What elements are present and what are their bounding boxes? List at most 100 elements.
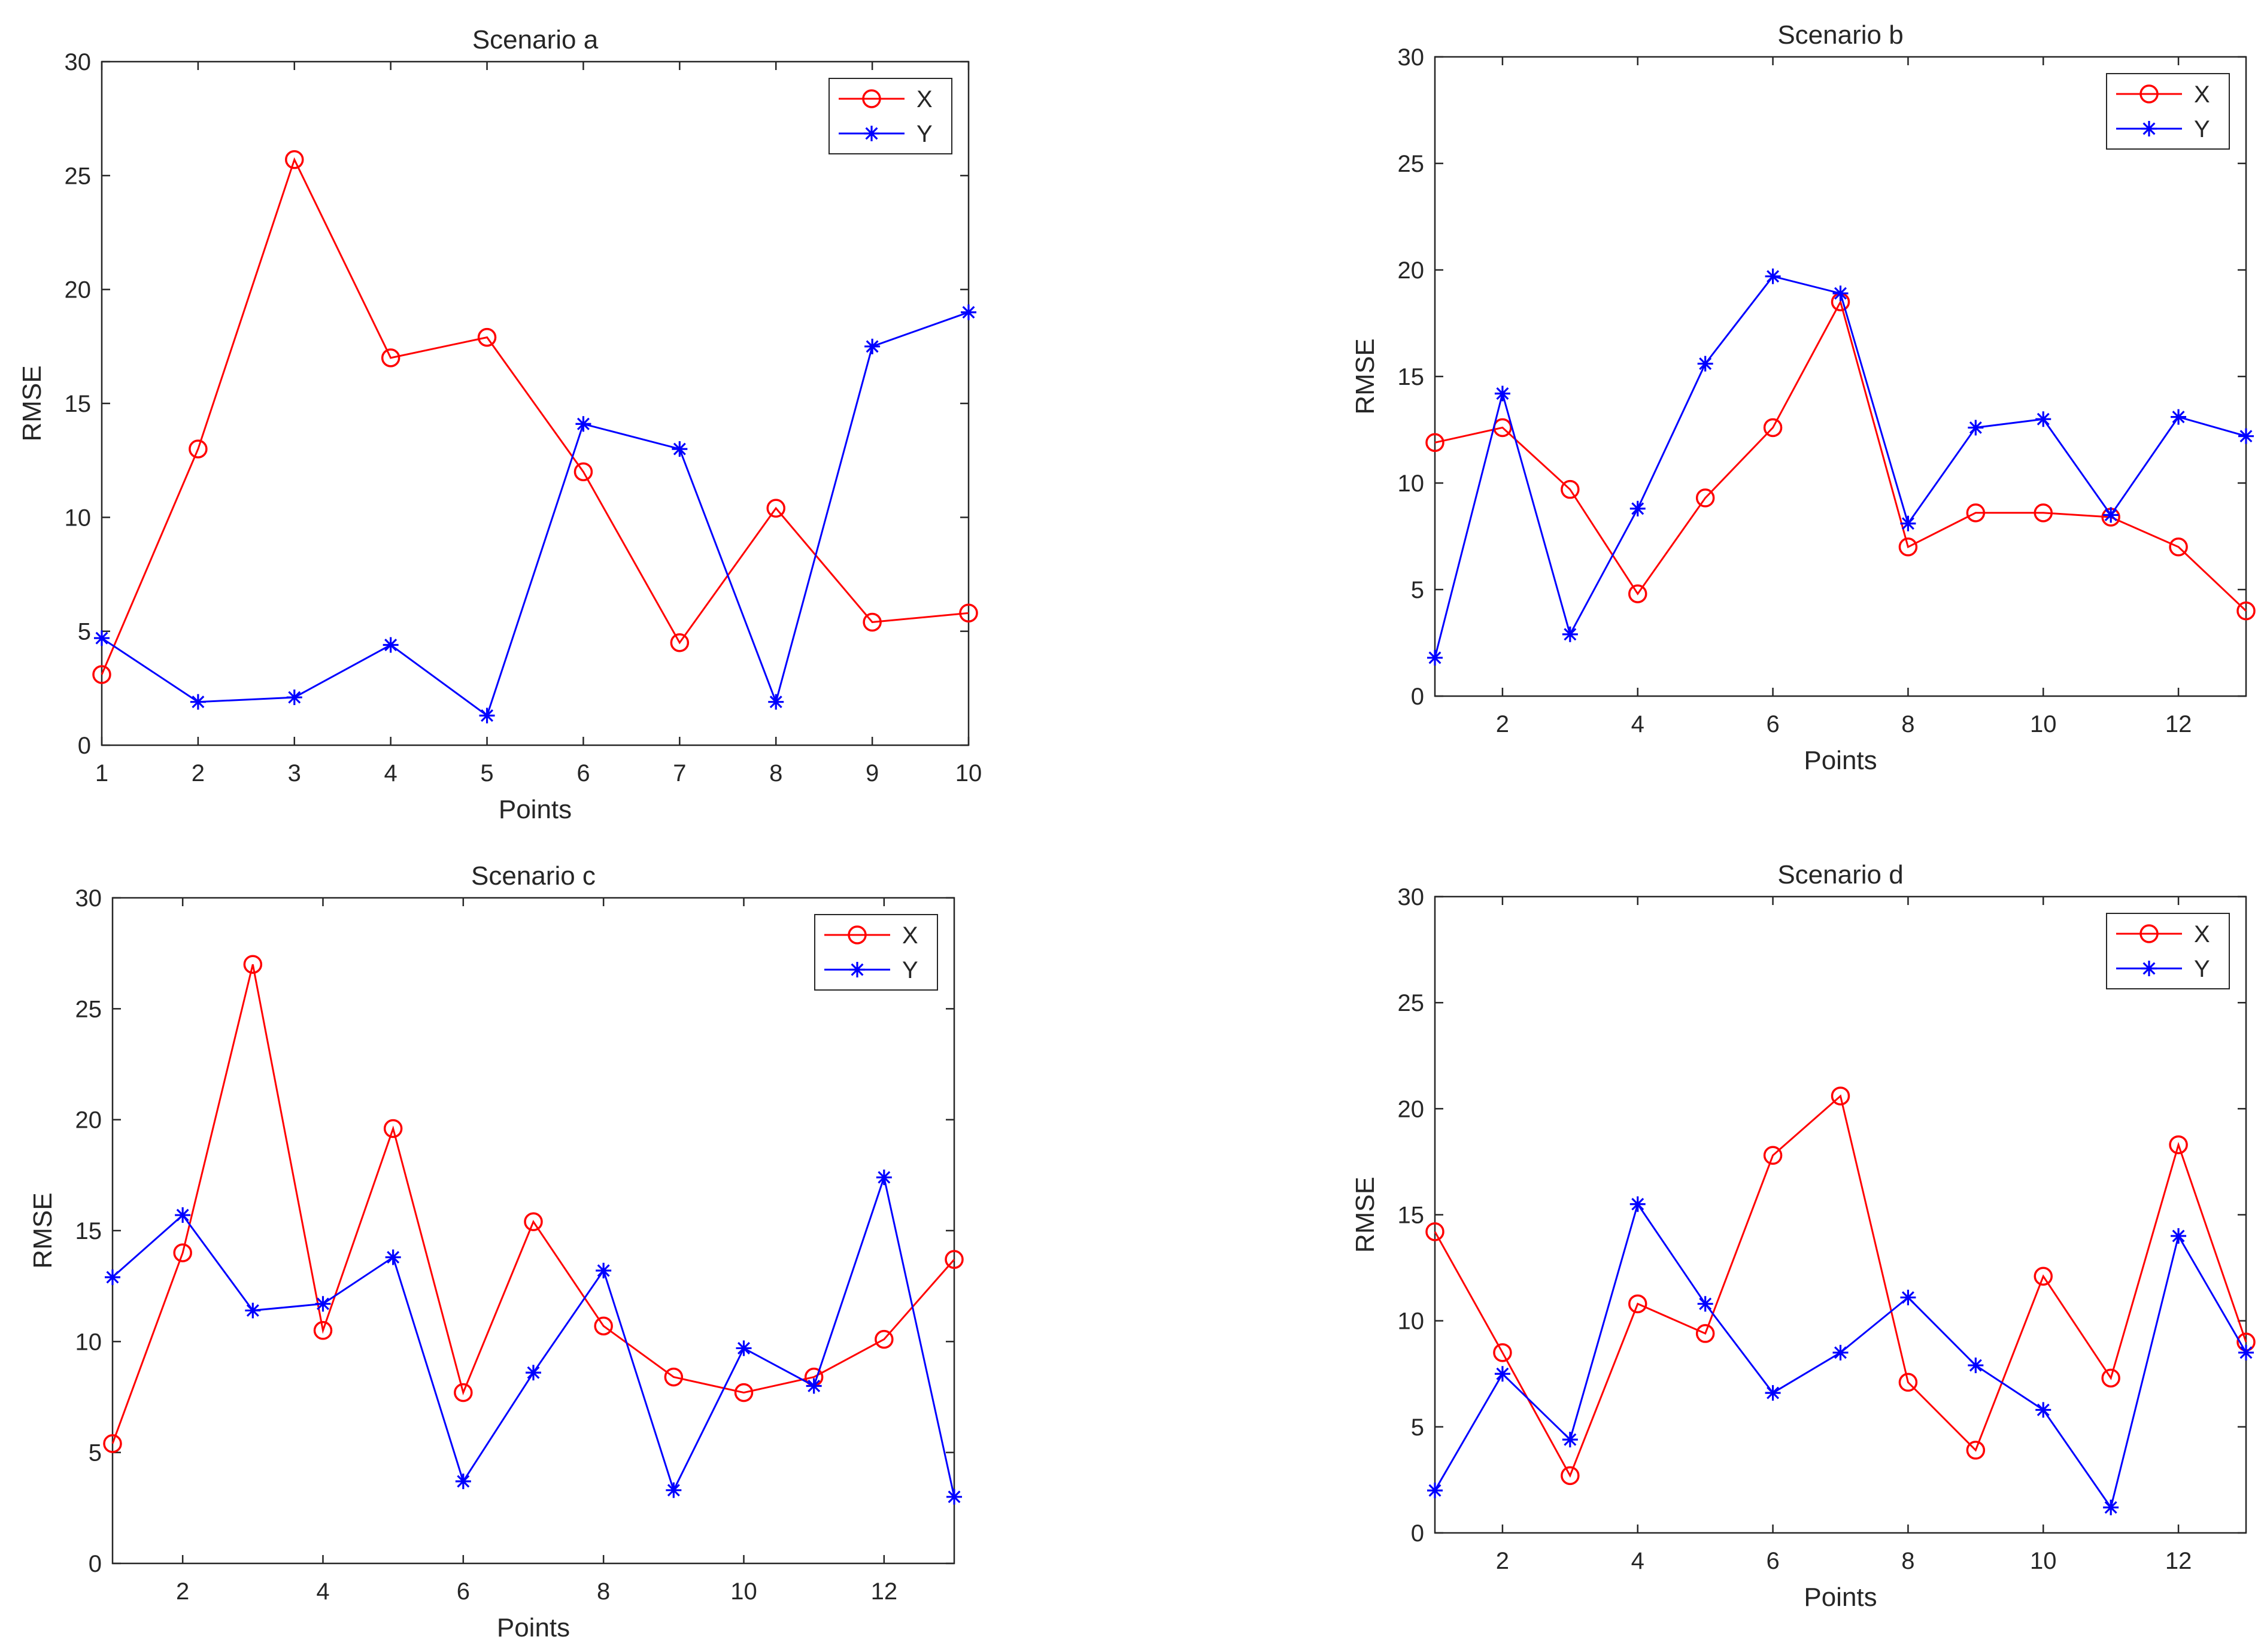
data-point (2035, 411, 2051, 427)
data-point (1427, 649, 1443, 666)
data-point (768, 694, 784, 710)
data-point (1765, 1385, 1781, 1401)
chart-panel-1: 0 5 10 15 20 25 30 1 2 3 4 5 6 7 8 9 10 Scenario a Points R… (17, 25, 982, 824)
legend: XY (814, 914, 938, 991)
chart-panel-3: 0 5 10 15 20 25 30 2 4 6 8 10 12 Scenario c Points RMSE… (28, 861, 964, 1642)
data-point (1562, 1432, 1578, 1448)
data-point (1695, 488, 1715, 508)
y-tick-label: 5 (1411, 577, 1424, 603)
data-point (2171, 409, 2187, 425)
data-point (1628, 584, 1647, 603)
legend-box (814, 914, 938, 991)
y-tick-label: 15 (65, 391, 92, 417)
legend-box (2106, 913, 2230, 989)
data-point (1900, 1289, 1916, 1305)
y-tick-label: 20 (1398, 1096, 1425, 1122)
x-tick-label: 10 (730, 1578, 757, 1605)
x-axis-label: Points (497, 1613, 570, 1642)
x-tick-label: 5 (480, 760, 493, 786)
chart-panel-4: 0 5 10 15 20 25 30 2 4 6 8 10 12 Scenario d Points RMSE… (1350, 860, 2256, 1612)
legend-marker (848, 925, 867, 945)
data-point (1427, 1483, 1443, 1499)
data-point (1832, 1344, 1849, 1361)
y-axis-label: RMSE (17, 365, 47, 441)
axes-box (1434, 895, 2247, 1534)
data-point (961, 304, 976, 320)
y-tick-label: 20 (65, 277, 92, 303)
legend-marker (2139, 84, 2159, 104)
series-line (111, 964, 955, 1444)
legend-marker (2141, 961, 2157, 976)
x-tick-label: 4 (316, 1578, 329, 1605)
y-tick-label: 0 (1411, 1520, 1424, 1547)
legend-label: Y (2194, 116, 2210, 142)
legend: XY (2106, 73, 2230, 150)
y-tick-label: 20 (1398, 257, 1425, 284)
y-tick-label: 30 (1398, 44, 1425, 71)
legend-marker (849, 962, 865, 977)
data-point (1562, 626, 1578, 642)
chart-title: Scenario d (1777, 860, 1903, 889)
data-point (1831, 1086, 1850, 1106)
data-point (2238, 1344, 2254, 1361)
data-point (864, 338, 881, 354)
data-point (524, 1212, 543, 1231)
series-y (94, 304, 976, 724)
chart-panel-2: 0 5 10 15 20 25 30 2 4 6 8 10 12 Scenario b Points RMSE… (1350, 20, 2256, 775)
series-y (105, 1170, 962, 1505)
legend-box (2106, 73, 2230, 150)
x-tick-label: 12 (2165, 711, 2192, 737)
y-tick-label: 30 (1398, 884, 1425, 910)
data-point (1898, 1372, 1918, 1392)
y-axis-label: RMSE (1350, 338, 1380, 414)
chart-title: Scenario a (472, 25, 599, 54)
data-point (2035, 1402, 2051, 1418)
data-point (1425, 433, 1444, 453)
data-point (670, 633, 690, 652)
x-tick-label: 2 (176, 1578, 189, 1605)
data-point (245, 1302, 261, 1319)
data-point (1968, 420, 1984, 436)
x-tick-label: 12 (2165, 1548, 2192, 1574)
data-point (189, 439, 208, 458)
data-point (575, 416, 591, 432)
y-tick-label: 10 (1398, 1308, 1425, 1335)
data-point (105, 1269, 120, 1285)
y-tick-label: 10 (65, 505, 92, 531)
data-point (2238, 428, 2254, 444)
legend: XY (2106, 913, 2230, 989)
data-point (1628, 1294, 1647, 1314)
x-tick-label: 8 (1901, 1548, 1914, 1574)
data-point (1763, 1146, 1783, 1165)
x-tick-label: 4 (1631, 711, 1644, 737)
data-point (2169, 1135, 2188, 1155)
data-point (734, 1383, 754, 1402)
x-tick-label: 6 (1766, 711, 1779, 737)
x-tick-label: 9 (866, 760, 879, 786)
x-tick-label: 4 (384, 760, 397, 786)
data-point (1695, 1324, 1715, 1343)
data-point (103, 1434, 122, 1453)
chart-title: Scenario c (471, 861, 596, 891)
legend-box (828, 78, 952, 154)
y-tick-label: 25 (65, 163, 92, 189)
legend-label: Y (2194, 956, 2210, 982)
data-point (946, 1489, 962, 1505)
x-tick-label: 8 (597, 1578, 610, 1605)
data-point (175, 1207, 191, 1223)
data-point (1425, 1222, 1444, 1241)
x-tick-label: 10 (2030, 1548, 2057, 1574)
x-tick-label: 6 (576, 760, 590, 786)
data-point (1697, 1296, 1713, 1312)
y-tick-label: 5 (78, 619, 91, 645)
y-tick-label: 10 (75, 1329, 102, 1355)
y-tick-label: 5 (89, 1440, 102, 1466)
data-point (383, 1119, 403, 1138)
data-point (2169, 537, 2188, 557)
data-point (2103, 1499, 2119, 1516)
data-point (806, 1378, 822, 1394)
data-point (2034, 503, 2053, 523)
x-tick-label: 3 (288, 760, 301, 786)
data-point (173, 1243, 192, 1262)
